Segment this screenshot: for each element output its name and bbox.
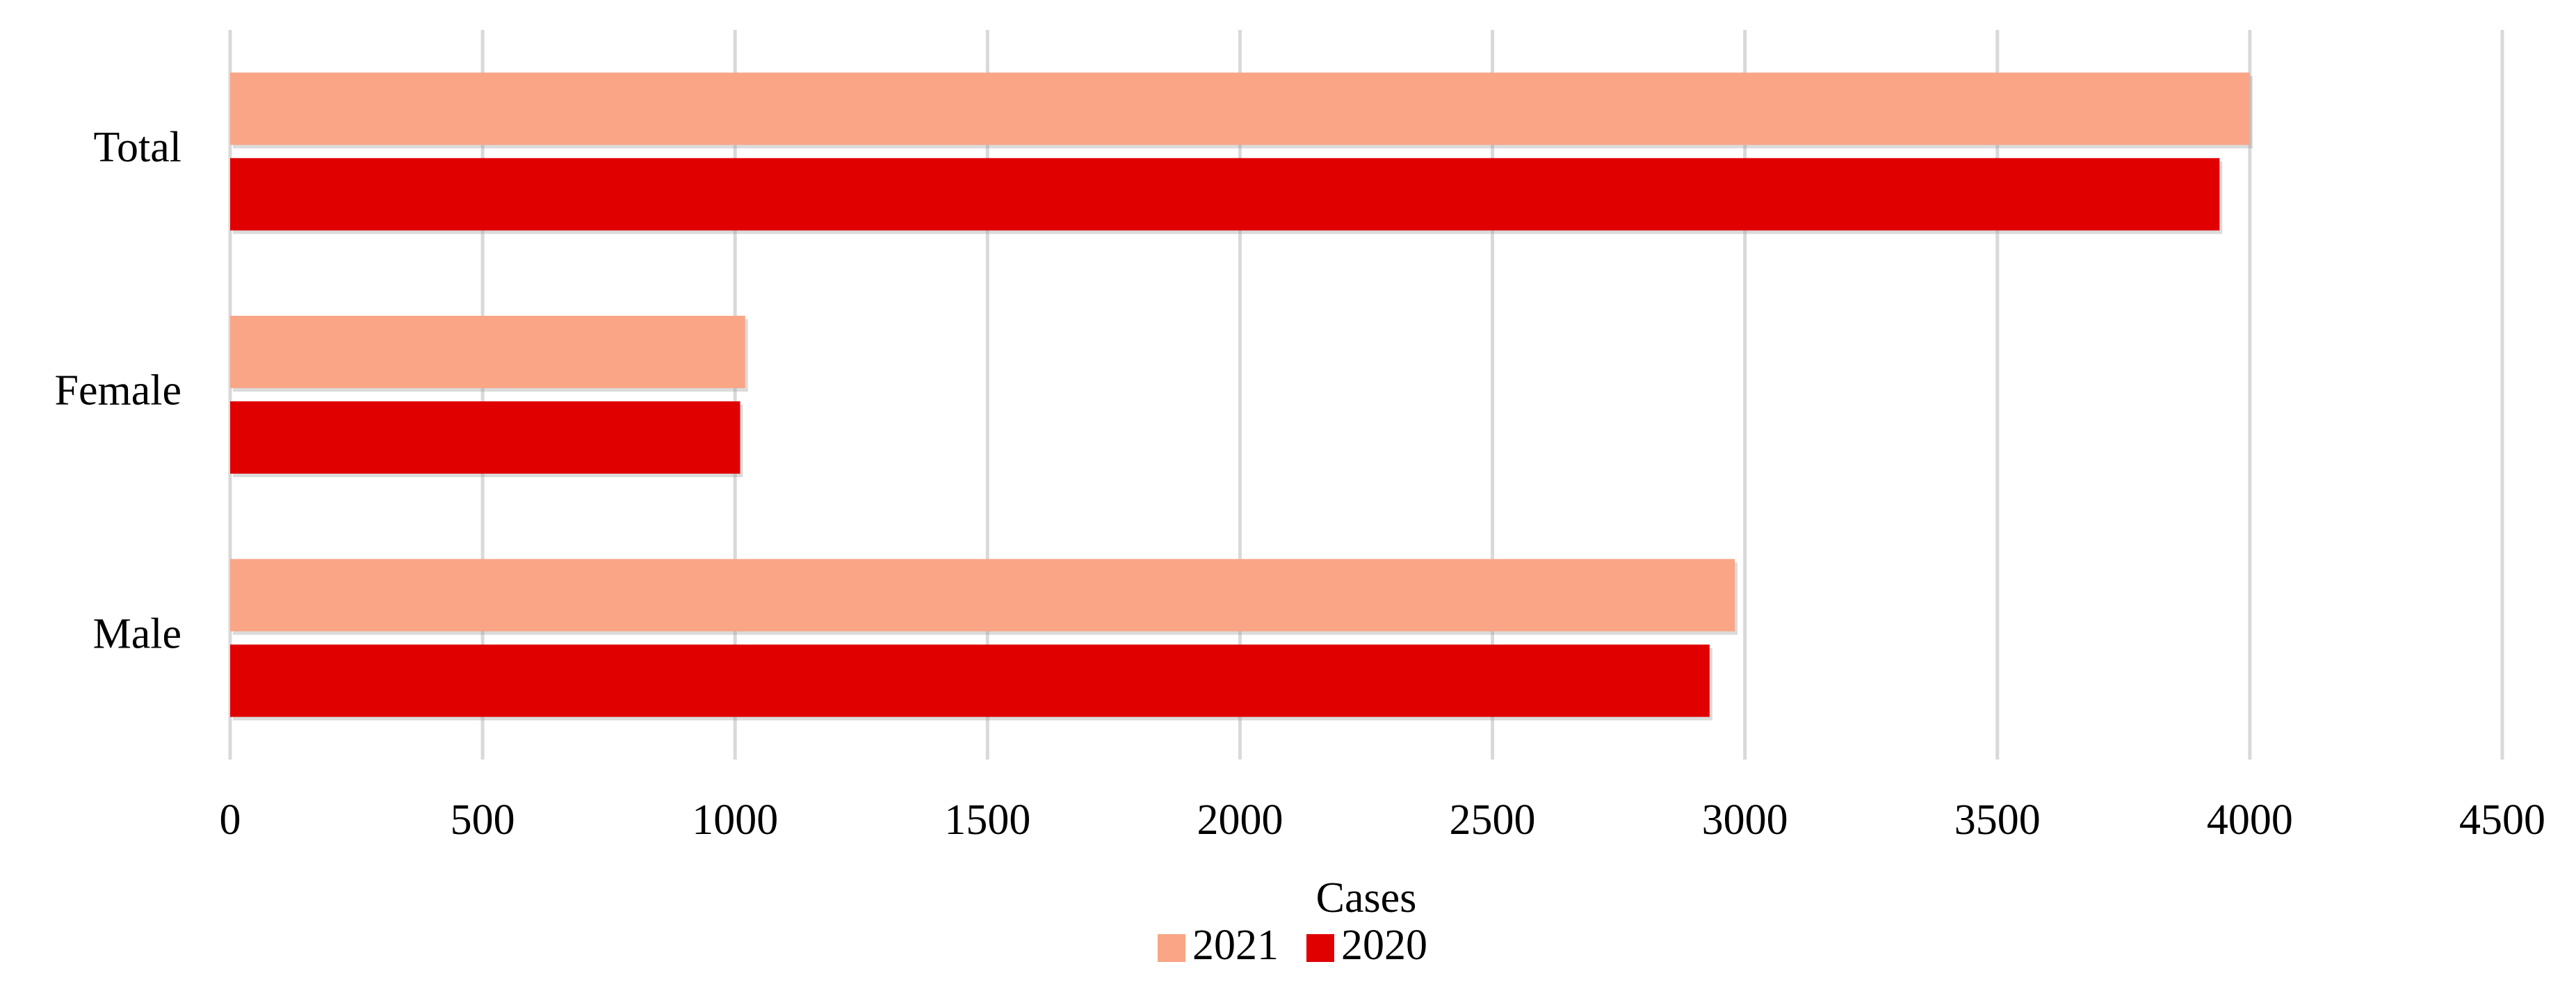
x-axis-label: Cases [1316,874,1417,922]
x-tick-label: 4000 [2207,796,2293,844]
bar [230,316,745,388]
x-tick-label: 4500 [2459,796,2545,844]
bar [230,559,1735,632]
x-tick-label: 2000 [1197,796,1283,844]
legend-swatch [1306,934,1334,962]
y-tick-label: Female [55,367,182,415]
bar [230,72,2250,145]
bar [230,401,740,474]
x-tick-label: 500 [451,796,515,844]
bar [230,644,1710,717]
x-tick-label: 1000 [692,796,778,844]
legend-label: 2021 [1192,922,1279,969]
x-tick-label: 0 [220,796,241,844]
legend-swatch [1158,934,1185,962]
x-tick-label: 1500 [944,796,1030,844]
x-tick-label: 2500 [1450,796,1536,844]
x-tick-label: 3000 [1702,796,1788,844]
x-tick-label: 3500 [1954,796,2041,844]
bar [230,158,2220,231]
y-tick-label: Total [93,124,181,171]
legend-label: 2020 [1341,922,1427,969]
y-tick-label: Male [93,610,181,657]
